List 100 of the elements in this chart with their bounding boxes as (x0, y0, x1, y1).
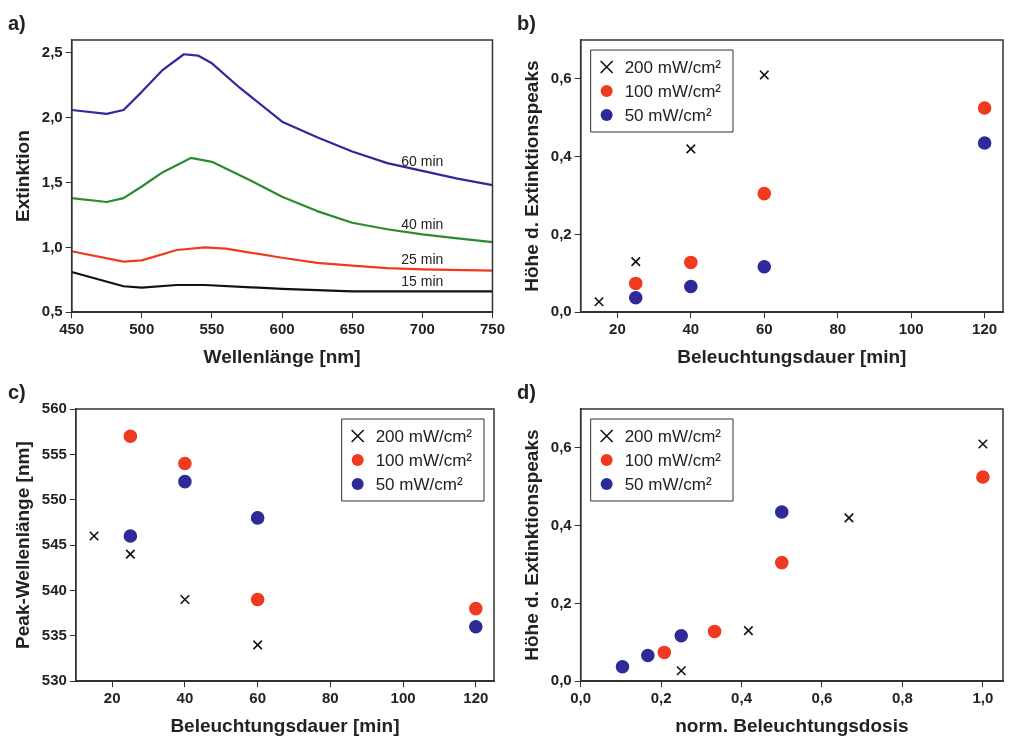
point (88, 530, 100, 542)
x-tick-label: 450 (59, 320, 85, 338)
legend-label: 100 mW/cm² (624, 450, 722, 470)
x-tick-label: 60 (249, 689, 266, 707)
point (469, 619, 483, 634)
point (774, 505, 789, 519)
point (684, 279, 698, 294)
chart-title: d) (517, 380, 536, 403)
legend-label: 50 mW/cm² (375, 474, 463, 494)
x-tick-label: 120 (972, 320, 998, 338)
point (743, 625, 754, 636)
point (250, 511, 265, 525)
x-tick-label: 0,8 (892, 689, 913, 707)
chart-title: a) (8, 11, 26, 34)
x-axis-title: Beleuchtungsdauer [min] (677, 345, 907, 367)
point (252, 639, 263, 650)
point (674, 628, 689, 643)
point (685, 143, 696, 154)
x-tick-label: 650 (339, 320, 365, 338)
legend-label: 50 mW/cm² (624, 474, 712, 494)
y-tick-label: 1,5 (41, 172, 63, 190)
y-tick-label: 0,2 (550, 593, 572, 611)
y-tick-label: 0,4 (550, 515, 573, 533)
y-tick-label: 0,2 (550, 224, 572, 242)
x-tick-label: 0,4 (731, 689, 753, 707)
y-tick-label: 0,4 (550, 146, 573, 164)
x-tick-label: 500 (129, 320, 155, 338)
y-tick-label: 0,0 (550, 671, 572, 689)
x-tick-label: 600 (269, 320, 295, 338)
chart-title: c) (8, 380, 26, 403)
point (774, 555, 789, 570)
point (843, 512, 854, 523)
y-tick-label: 535 (41, 625, 67, 643)
point (977, 438, 988, 450)
point (707, 624, 722, 639)
y-tick-label: 1,0 (41, 237, 63, 255)
point (178, 456, 192, 471)
legend-label: 200 mW/cm² (375, 426, 473, 446)
x-tick-label: 1,0 (972, 689, 994, 707)
point (123, 429, 138, 444)
y-tick-label: 0,0 (550, 302, 572, 320)
x-tick-label: 0,2 (650, 689, 672, 707)
point (628, 291, 643, 305)
point (630, 256, 641, 267)
point (757, 259, 772, 274)
point (977, 136, 992, 150)
x-tick-label: 550 (199, 320, 225, 338)
x-tick-label: 60 (755, 320, 773, 338)
y-axis-title: Höhe d. Extinktionspeaks (520, 60, 542, 292)
legend-label: 50 mW/cm² (624, 105, 712, 125)
point (657, 645, 672, 660)
y-tick-label: 530 (41, 671, 67, 689)
x-tick-label: 100 (390, 689, 416, 707)
point (628, 276, 643, 291)
y-tick-label: 550 (41, 489, 67, 507)
y-axis-title: Extinktion (11, 130, 33, 223)
x-tick-label: 120 (463, 689, 489, 707)
point (469, 601, 483, 616)
x-tick-label: 750 (479, 320, 505, 338)
y-tick-label: 2,0 (41, 107, 63, 125)
x-tick-label: 20 (103, 689, 121, 707)
legend-label: 100 mW/cm² (624, 81, 722, 101)
series-label: 60 min (401, 152, 444, 169)
legend-label: 100 mW/cm² (375, 450, 473, 470)
series-label: 15 min (401, 273, 444, 290)
legend-label: 200 mW/cm² (624, 57, 722, 77)
y-tick-label: 0,6 (550, 438, 572, 456)
y-tick-label: 0,5 (41, 302, 63, 320)
x-tick-label: 20 (609, 320, 626, 338)
x-tick-label: 40 (176, 689, 194, 707)
point (250, 592, 265, 607)
x-tick-label: 700 (409, 320, 435, 338)
series-label: 25 min (401, 251, 444, 268)
y-tick-label: 545 (41, 535, 67, 553)
x-tick-label: 80 (829, 320, 847, 338)
y-tick-label: 555 (41, 444, 67, 462)
point (676, 665, 687, 676)
point (615, 660, 630, 674)
x-tick-label: 100 (898, 320, 924, 338)
y-tick-label: 2,5 (41, 43, 63, 61)
point (976, 470, 990, 484)
point (641, 648, 655, 663)
x-axis-title: Beleuchtungsdauer [min] (170, 714, 400, 736)
point (684, 255, 698, 270)
x-tick-label: 80 (322, 689, 339, 707)
point (125, 549, 136, 560)
x-tick-label: 0,6 (811, 689, 833, 707)
point (178, 474, 192, 489)
x-axis-title: norm. Beleuchtungsdosis (675, 714, 909, 736)
point (757, 186, 772, 201)
y-axis-title: Peak-Wellenlänge [nm] (11, 441, 33, 649)
point (123, 529, 138, 543)
x-tick-label: 40 (682, 320, 700, 338)
y-tick-label: 0,6 (550, 69, 572, 87)
y-axis-title: Höhe d. Extinktionspeaks (520, 429, 542, 661)
point (593, 296, 605, 307)
y-tick-label: 560 (41, 399, 67, 417)
legend-label: 200 mW/cm² (624, 426, 722, 446)
point (759, 69, 770, 81)
y-tick-label: 540 (41, 580, 67, 598)
